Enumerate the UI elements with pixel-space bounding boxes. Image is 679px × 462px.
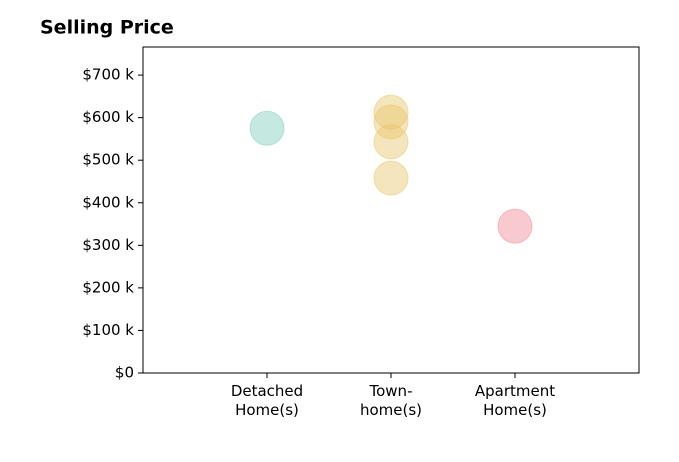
y-tick-label: $400 k [82,193,134,211]
x-tick-label: Detached Home(s) [230,382,304,419]
y-tick-label: $500 k [82,151,134,169]
y-tick-label: $100 k [82,321,134,339]
point [249,110,285,146]
y-tick-label: $600 k [82,108,134,126]
y-tick-label: $0 [115,364,134,382]
point [373,124,409,160]
chart-title: Selling Price [40,17,174,39]
point [373,104,409,140]
x-tick-label: Apartment Home(s) [474,382,556,419]
point [373,160,409,196]
point [497,208,533,244]
y-tick-label: $300 k [82,236,134,254]
x-tick-label: Town- home(s) [359,382,423,419]
y-tick-label: $700 k [82,66,134,84]
y-tick-label: $200 k [82,278,134,296]
point [373,94,409,130]
